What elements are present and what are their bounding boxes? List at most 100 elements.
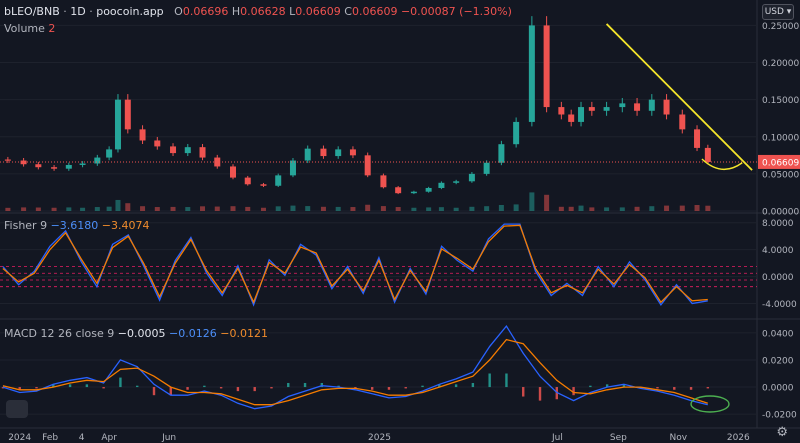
volume-bars: [5, 192, 711, 211]
volume-bar: [649, 206, 655, 211]
histogram-bar: [488, 373, 491, 388]
support-arc: [701, 158, 743, 170]
high-label: H: [231, 5, 241, 18]
volume-bar: [558, 206, 564, 211]
annotations: [605, 23, 753, 413]
candle-body: [51, 167, 58, 169]
macd-value-2: −0.0126: [169, 327, 217, 340]
histogram-bar: [169, 387, 172, 396]
macd-value-3: −0.0121: [220, 327, 268, 340]
volume-bar: [664, 205, 670, 211]
high-value: 0.06628: [240, 5, 286, 18]
tradingview-logo[interactable]: [6, 400, 28, 418]
candles: [0, 16, 757, 195]
volume-bar: [290, 205, 296, 211]
fisher-value-2: −3.4074: [101, 219, 150, 232]
candle-body: [229, 166, 236, 178]
candle-body: [106, 149, 113, 158]
histogram-bar: [706, 387, 710, 389]
fisher-label: Fisher 9: [4, 219, 48, 232]
x-tick-label: Feb: [42, 433, 58, 443]
histogram-bar: [471, 382, 475, 388]
candle-body: [483, 162, 490, 174]
x-tick-label: 4: [79, 433, 85, 443]
candle-body: [199, 147, 206, 158]
candle-body: [694, 129, 701, 148]
candle-body: [114, 99, 121, 150]
candle-body: [425, 187, 432, 192]
macd-y-tick-label: 0.0000: [762, 384, 794, 394]
grid-lines: [0, 0, 800, 429]
histogram-bar: [85, 384, 89, 388]
candle-body: [578, 107, 585, 122]
volume-bar: [529, 192, 535, 211]
volume-legend: Volume 2: [4, 22, 55, 35]
histogram-bar: [270, 387, 273, 389]
volume-bar: [320, 206, 326, 211]
close-label: C: [344, 5, 352, 18]
fisher-y-tick-label: 8.0000: [762, 219, 794, 229]
volume-bar: [350, 207, 356, 211]
candle-body: [438, 182, 445, 188]
currency-label: USD: [764, 7, 784, 17]
histogram-bar: [421, 385, 424, 388]
price-y-tick-label: 0.10000: [762, 133, 799, 143]
currency-selector[interactable]: USD ▾: [762, 4, 794, 20]
volume-bar: [66, 207, 72, 211]
candle-body: [289, 160, 296, 176]
candle-body: [79, 163, 86, 165]
histogram-bar: [236, 387, 240, 392]
volume-bar: [185, 207, 191, 211]
candle-body: [603, 107, 610, 111]
volume-bar: [589, 207, 595, 211]
macd-legend: MACD 12 26 close 9 −0.0005 −0.0126 −0.01…: [4, 327, 268, 340]
volume-value: 2: [48, 22, 56, 35]
last-price-tag: [758, 154, 800, 169]
volume-bar: [5, 207, 11, 211]
histogram-bar: [303, 382, 307, 388]
histogram-bar: [522, 387, 525, 397]
volume-bar: [154, 207, 160, 211]
candle-body: [513, 121, 520, 145]
candle-body: [154, 140, 161, 147]
histogram-bar: [52, 384, 55, 388]
candle-body: [260, 184, 267, 186]
histogram-bar: [370, 387, 374, 390]
low-label: L: [289, 5, 296, 18]
candle-body: [410, 191, 417, 194]
macd-highlight-ellipse: [690, 395, 730, 413]
candle-body: [364, 155, 371, 176]
series-fisher: [2, 223, 708, 307]
volume-bar: [380, 206, 386, 211]
volume-bar: [426, 207, 432, 211]
interval[interactable]: 1D: [70, 5, 86, 18]
x-tick-label: 2024: [8, 433, 31, 443]
candle-body: [704, 147, 711, 163]
volume-bar: [125, 203, 131, 211]
volume-bar: [170, 206, 176, 211]
candle-body: [349, 149, 356, 156]
trendline: [605, 23, 753, 171]
volume-bar: [365, 204, 371, 211]
volume-bar: [260, 207, 266, 211]
open-value: 0.06696: [182, 5, 229, 18]
change-value: −0.00087 (−1.30%): [400, 5, 512, 18]
histogram-bar: [622, 384, 626, 388]
candle-body: [528, 25, 535, 122]
price-y-tick-label: 0.15000: [762, 96, 799, 106]
axis-labels: 0.25000 0.20000 0.15000 0.10000 0.05000 0.000…: [8, 22, 800, 443]
volume-bar: [438, 207, 444, 211]
candle-body: [663, 99, 670, 115]
x-tick-label: Sep: [610, 433, 627, 443]
macd-y-tick-label: 0.0200: [762, 356, 794, 366]
candle-body: [588, 107, 595, 111]
candle-body: [304, 148, 311, 161]
macd-y-tick-label: 0.0400: [762, 329, 794, 339]
candle-body: [395, 187, 402, 194]
x-tick-label: Jul: [551, 433, 563, 443]
volume-bar: [230, 206, 236, 211]
gear-icon[interactable]: ⚙: [776, 425, 788, 440]
histogram-bar: [538, 387, 542, 401]
volume-bar: [305, 206, 311, 211]
